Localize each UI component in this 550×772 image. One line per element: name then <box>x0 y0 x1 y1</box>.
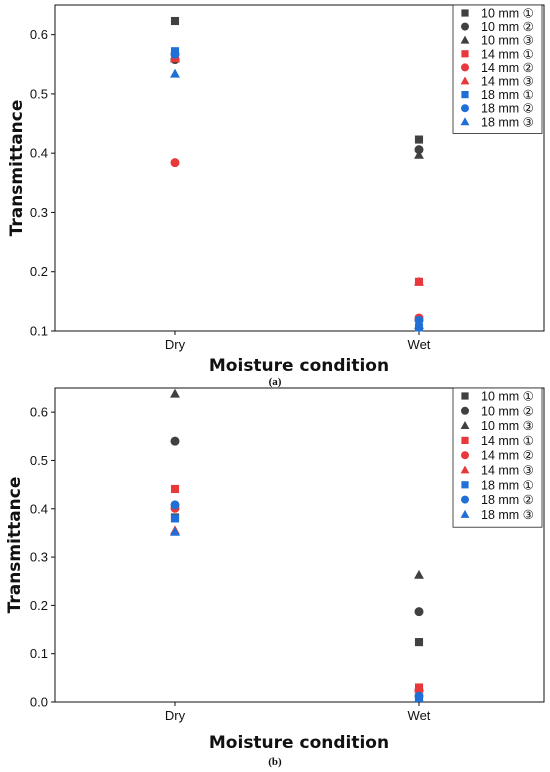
y-axis: 0.0 0.1 0.2 0.3 0.4 0.5 0.6 <box>30 405 55 710</box>
x-tick-label: Dry <box>165 337 186 352</box>
y-tick-label: 0.5 <box>30 453 48 468</box>
x-axis-label: Moisture condition <box>209 356 389 376</box>
data-point <box>414 638 424 647</box>
legend-marker <box>461 436 469 444</box>
legend-label: 14 mm ① <box>481 47 534 61</box>
data-point <box>414 276 424 286</box>
legend-marker <box>461 63 469 72</box>
data-point <box>170 500 180 510</box>
x-axis-label: Moisture condition <box>209 733 389 753</box>
chart-panel-a: 0.10.20.30.40.50.6 Dry Wet Transmittance … <box>7 4 545 388</box>
plot-frame <box>54 387 545 703</box>
legend-label: 14 mm ① <box>481 434 534 448</box>
legend-marker <box>461 481 469 489</box>
y-tick-label: 0.6 <box>30 405 48 420</box>
legend-marker <box>461 50 469 58</box>
legend-marker <box>461 406 469 415</box>
data-point <box>414 145 424 155</box>
data-point <box>170 68 180 78</box>
data-point <box>170 484 180 494</box>
legend-label: 10 mm ② <box>481 404 534 418</box>
data-point <box>170 16 180 26</box>
data-point <box>170 388 180 398</box>
legend-marker <box>461 9 469 17</box>
legend-marker <box>461 22 469 31</box>
y-tick-label: 0.1 <box>30 646 48 661</box>
y-tick-label: 0.2 <box>30 264 48 279</box>
y-tick-label: 0.6 <box>30 27 48 42</box>
legend-marker <box>460 465 470 474</box>
data-points <box>170 16 424 332</box>
legend: 10 mm ①10 mm ②10 mm ③14 mm ①14 mm ②14 mm… <box>452 4 543 134</box>
legend: 10 mm ①10 mm ②10 mm ③14 mm ①14 mm ②14 mm… <box>452 387 543 528</box>
legend-marker <box>461 104 469 113</box>
legend-marker <box>461 451 469 460</box>
data-point <box>414 135 424 144</box>
y-axis-label: Transmittance <box>7 100 27 237</box>
data-point <box>414 683 424 693</box>
y-tick-label: 0.4 <box>30 501 48 516</box>
legend-marker <box>460 421 470 430</box>
legend-label: 18 mm ② <box>481 493 534 507</box>
legend-label: 10 mm ② <box>481 20 534 34</box>
x-axis: Dry Wet <box>165 702 431 723</box>
data-point <box>414 149 424 159</box>
data-points <box>170 388 424 702</box>
data-point <box>170 436 180 446</box>
y-tick-label: 0.4 <box>30 146 48 161</box>
legend-label: 18 mm ① <box>481 478 534 492</box>
data-point <box>414 569 424 579</box>
legend-label: 18 mm ① <box>481 88 534 102</box>
panel-label: (a) <box>269 376 282 388</box>
x-tick-label: Wet <box>408 337 431 352</box>
data-point <box>414 693 424 702</box>
legend-marker <box>460 509 470 518</box>
y-tick-label: 0.2 <box>30 598 48 613</box>
y-tick-label: 0.3 <box>30 205 48 220</box>
y-axis: 0.1 0.2 0.3 0.4 0.5 0.6 <box>30 27 55 339</box>
data-point <box>170 526 180 536</box>
x-tick-label: Wet <box>408 708 431 723</box>
legend-label: 14 mm ③ <box>481 464 534 478</box>
panel-label: (b) <box>268 756 282 768</box>
legend-label: 18 mm ② <box>481 102 534 116</box>
legend-label: 14 mm ② <box>481 449 534 463</box>
legend-label: 18 mm ③ <box>481 115 534 129</box>
legend-marker <box>460 35 470 44</box>
legend-marker <box>461 495 469 504</box>
data-point <box>170 514 180 523</box>
chart-panel-b: 0.0 0.1 0.2 0.3 0.4 0.5 0.6 Dry Wet Transmittan… <box>5 387 545 768</box>
legend-label: 10 mm ① <box>481 7 534 21</box>
legend-marker <box>460 117 470 126</box>
plot-frame <box>54 4 545 332</box>
data-point <box>414 607 424 617</box>
x-tick-label: Dry <box>165 708 186 723</box>
legend-label: 10 mm ① <box>481 390 534 404</box>
legend-label: 18 mm ③ <box>481 508 534 522</box>
legend-label: 14 mm ③ <box>481 75 534 89</box>
x-axis: Dry Wet <box>165 331 431 352</box>
data-point <box>170 49 180 59</box>
legend-marker <box>461 91 469 99</box>
data-point <box>170 158 180 168</box>
y-axis-label: Transmittance <box>5 477 25 614</box>
legend-label: 14 mm ② <box>481 61 534 75</box>
legend-label: 10 mm ③ <box>481 34 534 48</box>
y-tick-label: 0.1 <box>30 324 48 339</box>
y-tick-label: 0.3 <box>30 550 48 565</box>
legend-marker <box>461 392 469 400</box>
y-tick-label: 0.5 <box>30 86 48 101</box>
y-tick-label: 0.0 <box>30 695 48 710</box>
data-point <box>414 319 424 329</box>
legend-label: 10 mm ③ <box>481 419 534 433</box>
legend-marker <box>460 76 470 85</box>
